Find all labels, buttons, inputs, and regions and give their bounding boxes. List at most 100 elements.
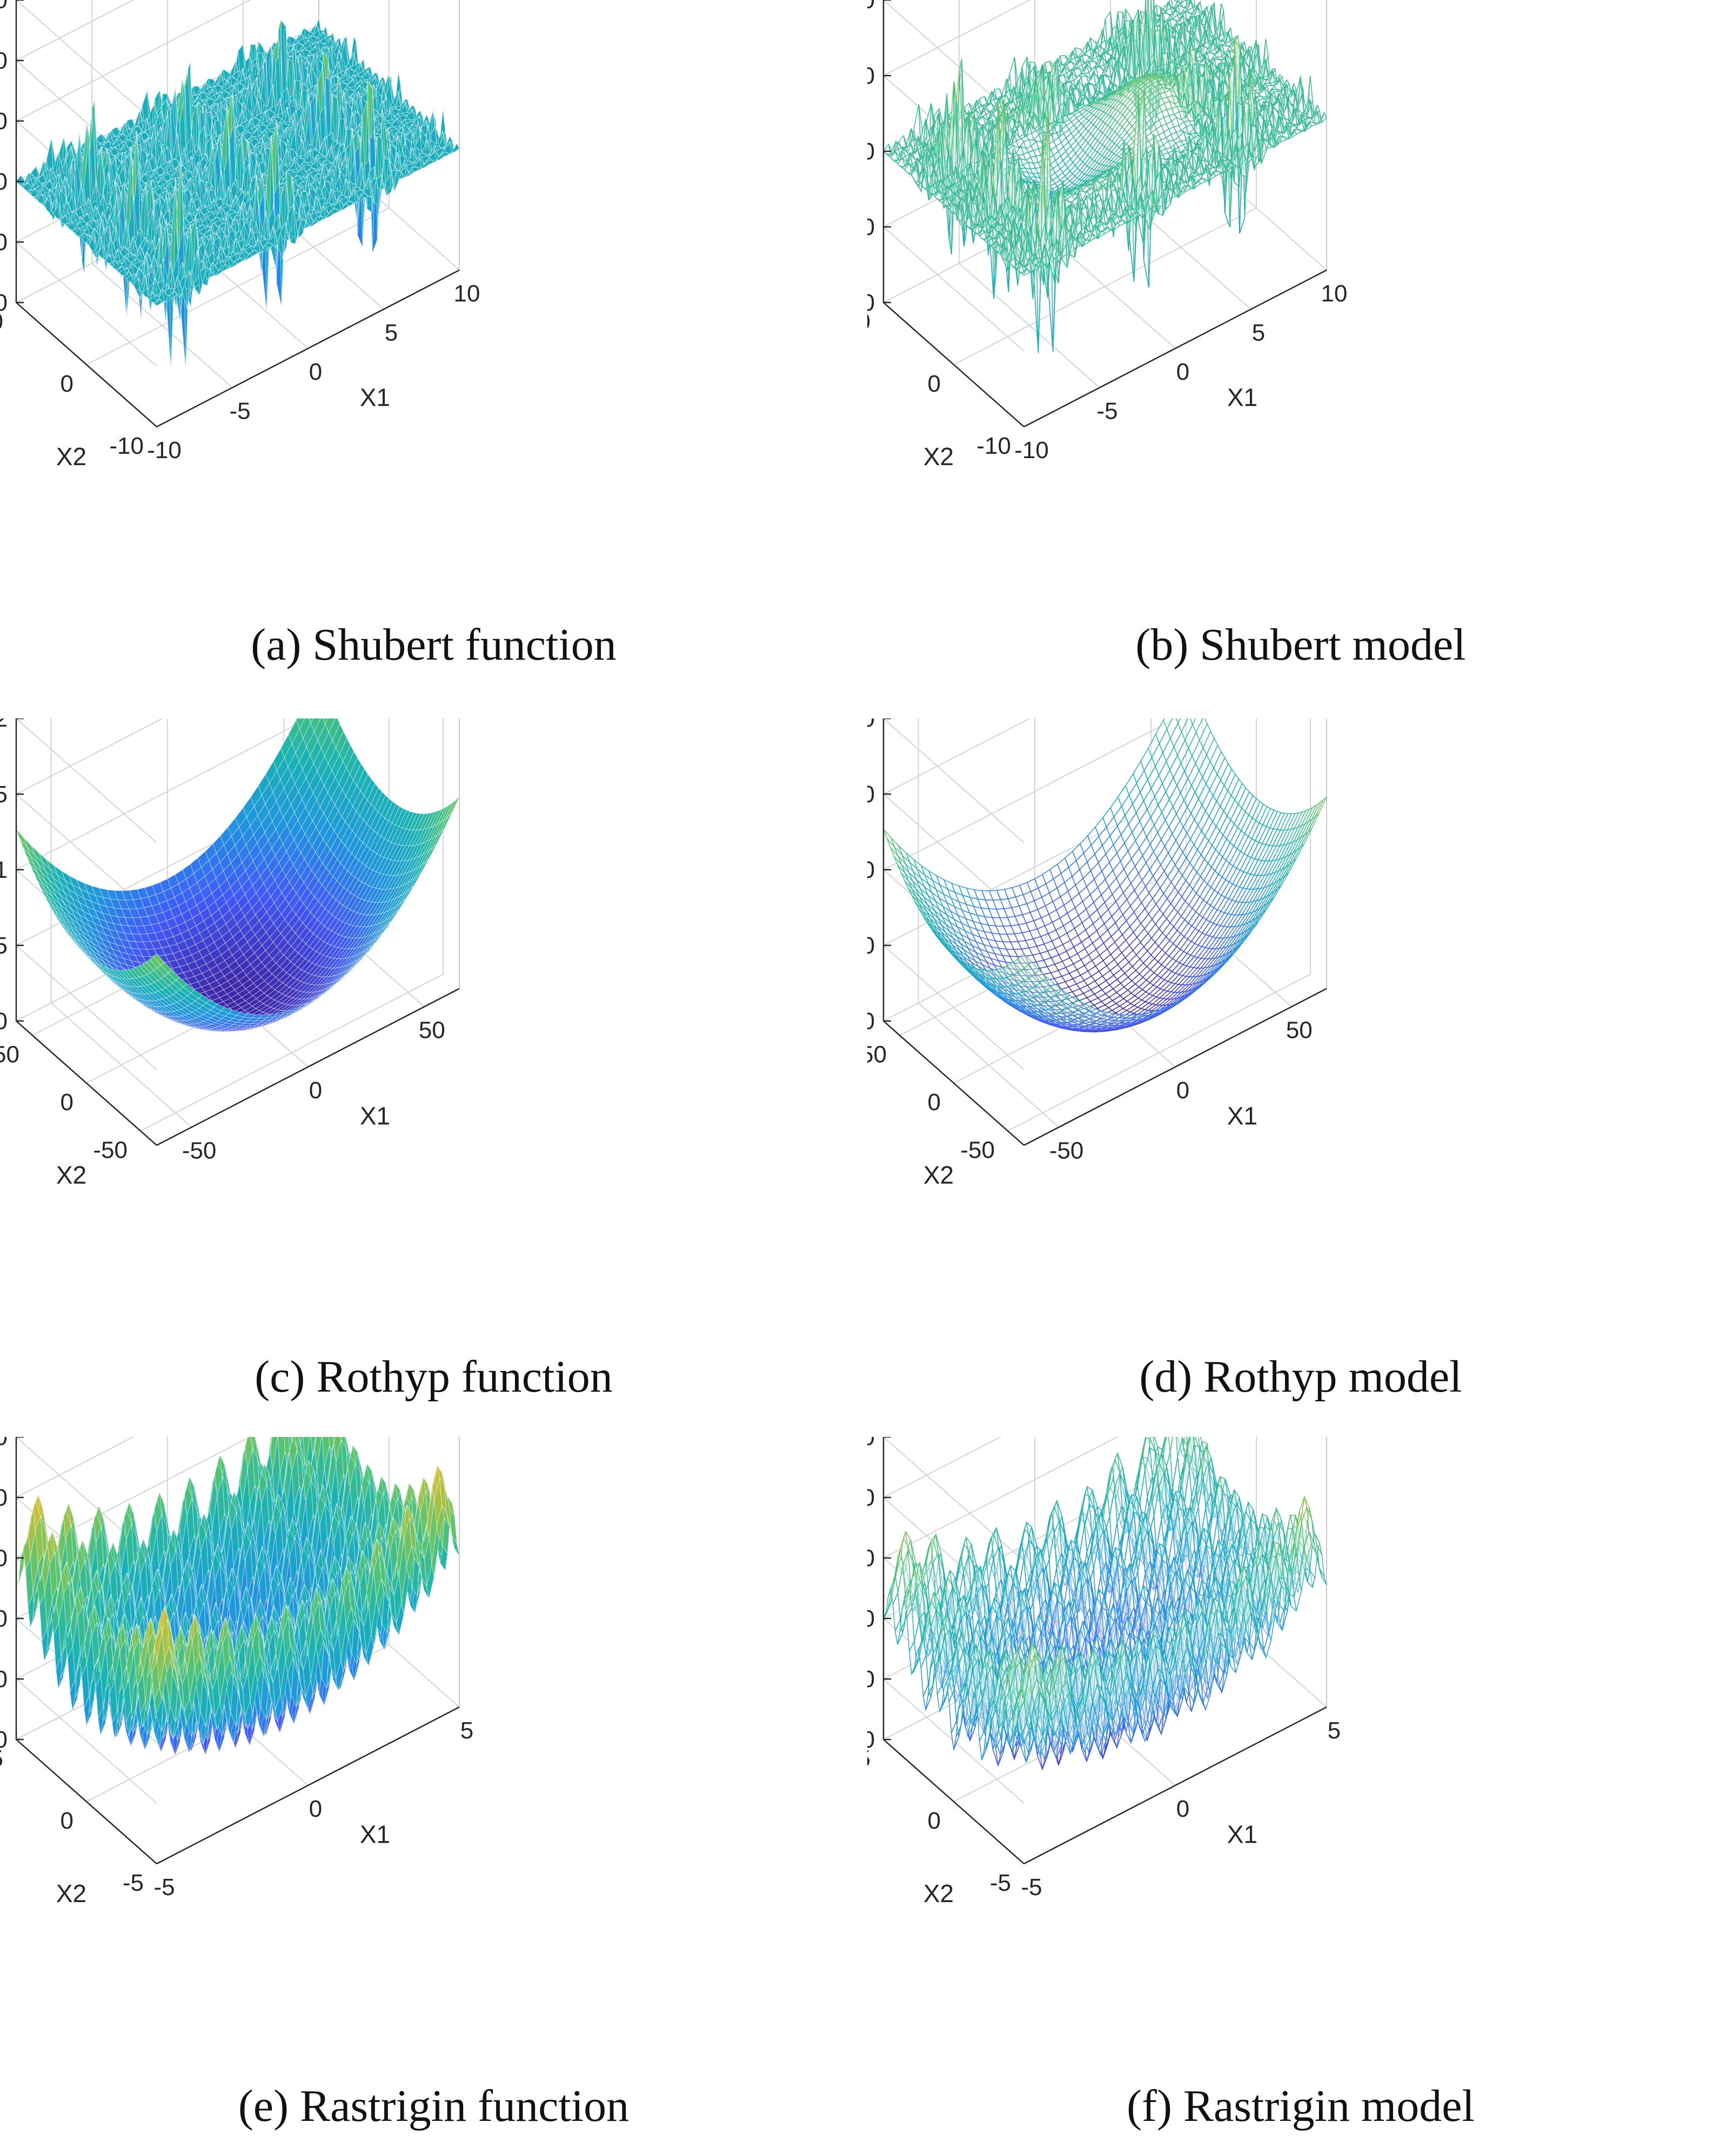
panel-e-ylabel: X2 [56,1879,86,1908]
panel-c-surface [16,718,460,1032]
panel-a-y-tick: -10 [109,433,144,459]
panel-f-y-tick: 0 [928,1808,941,1834]
panel-a-y-tick: 0 [61,371,73,397]
panel-f-x-tick: 5 [1328,1717,1341,1744]
panel-b-y-tick: -10 [976,433,1011,459]
panel-c-caption: (c) Rothyp function [255,1352,613,1402]
panel-f-axes: 020406080100-505-505CostX1X2 [867,1437,1341,1908]
panel-f-z-tick: 20 [867,1666,875,1692]
panel-d-y-tick: -50 [960,1137,995,1163]
panel-a-z-tick: -100 [0,229,8,256]
panel-a-z-tick: 200 [0,48,8,74]
panel-b-y-tick: 0 [928,371,941,397]
panel-e-z-tick: 0 [0,1727,8,1753]
panel-c-x-tick: 0 [309,1077,322,1104]
panel-d-z-tick: 15000 [867,781,875,808]
panel-e-y-tick: 0 [61,1808,73,1834]
panel-a-plot: -200-1000100200300-10-50510-10010CostX1X… [0,0,480,471]
panel-c-x-tick: -50 [182,1138,217,1164]
panel-b-x-tick: -10 [1014,437,1049,464]
panel-d-surface [883,718,1327,1032]
panel-f-plot: 020406080100-505-505CostX1X2 [867,1437,1341,1908]
panel-a-xlabel: X1 [360,384,390,412]
panel-e-z-tick: 20 [0,1666,8,1692]
panel-d-y-tick: 50 [867,1042,887,1068]
panel-d-z-tick: 10000 [867,857,875,883]
panel-a-z-tick: 300 [0,0,8,14]
panel-b-surface [883,0,1327,353]
panel-d-ylabel: X2 [923,1161,954,1189]
panel-c-z-tick: 0 [0,1008,8,1035]
panel-a-x-tick: -10 [147,437,182,464]
panel-a-z-tick: 100 [0,108,8,135]
panel-a-z-tick: -200 [0,290,8,316]
panel-f-z-tick: 0 [867,1727,875,1753]
panel-b-z-tick: 50 [867,63,875,89]
panel-e-x-tick: 5 [460,1717,473,1744]
panel-d-y-tick: 0 [928,1089,941,1116]
panel-a-x-tick: 0 [309,359,322,385]
panel-c-xlabel: X1 [360,1102,390,1130]
panel-e-surface [16,1437,460,1756]
panel-b-ylabel: X2 [923,442,954,471]
panel-e-plot: 020406080100-505-505CostX1X2 [0,1437,473,1908]
panel-e-z-tick: 40 [0,1606,8,1632]
panel-f-surface [883,1437,1327,1771]
panel-a-z-tick: 0 [0,169,8,195]
panel-e-y-tick: -5 [123,1870,144,1896]
panel-c-y-tick: 50 [0,1042,19,1068]
panel-c-z-tick: 0.5 [0,932,8,959]
panel-b-caption: (b) Shubert model [1135,620,1466,670]
panel-b-x-tick: 10 [1321,280,1348,307]
panel-b-x-tick: 0 [1176,359,1189,385]
panel-a-ylabel: X2 [56,442,86,471]
panel-e-caption: (e) Rastrigin function [238,2081,630,2131]
panel-a-axes: -200-1000100200300-10-50510-10010CostX1X… [0,0,480,471]
panel-f-x-tick: 0 [1176,1796,1189,1822]
panel-f-z-tick: 60 [867,1545,875,1571]
panel-c-x-tick: 50 [419,1017,445,1043]
panel-f-caption: (f) Rastrigin model [1127,2081,1475,2131]
panel-d-x-tick: -50 [1049,1138,1084,1164]
panel-b-y-tick: 10 [867,308,871,335]
panel-d-x-tick: 0 [1176,1077,1189,1104]
panel-f-z-tick: 100 [867,1437,875,1450]
panel-f-x-tick: -5 [1021,1874,1042,1900]
panel-a-y-tick: 10 [0,308,3,335]
panel-c-z-tick: 1.5 [0,781,8,808]
panel-e-x-tick: -5 [153,1874,175,1900]
panel-e-z-tick: 80 [0,1485,8,1511]
panel-d-z-tick: 0 [867,1008,875,1035]
panel-f-y-tick: -5 [990,1870,1011,1896]
panel-d-caption: (d) Rothyp model [1139,1352,1462,1402]
panel-c-y-tick: -50 [93,1137,128,1163]
panel-b-x-tick: -5 [1096,398,1117,425]
panel-d-x-tick: 50 [1286,1017,1313,1043]
panel-e-z-tick: 60 [0,1545,8,1571]
panel-b-z-tick: -100 [867,290,875,316]
panel-c-y-tick: 0 [61,1089,73,1116]
panel-e-x-tick: 0 [309,1796,322,1822]
panel-c-z-tick: 2 [0,718,8,732]
panel-b-x-tick: 5 [1252,320,1265,346]
panel-f-xlabel: X1 [1227,1821,1257,1849]
panel-d-xlabel: X1 [1227,1102,1257,1130]
panel-a-caption: (a) Shubert function [251,620,617,670]
panel-b-z-tick: -50 [867,214,875,240]
panel-e-y-tick: 5 [0,1745,3,1772]
panel-a-x-tick: -5 [229,398,250,425]
panel-f-z-tick: 40 [867,1606,875,1632]
panel-e-axes: 020406080100-505-505CostX1X2 [0,1437,473,1908]
panel-c-z-tick: 1 [0,857,8,883]
panel-a-surface [16,18,460,371]
panel-b-z-tick: 100 [867,0,875,14]
panel-e-xlabel: X1 [360,1821,390,1849]
